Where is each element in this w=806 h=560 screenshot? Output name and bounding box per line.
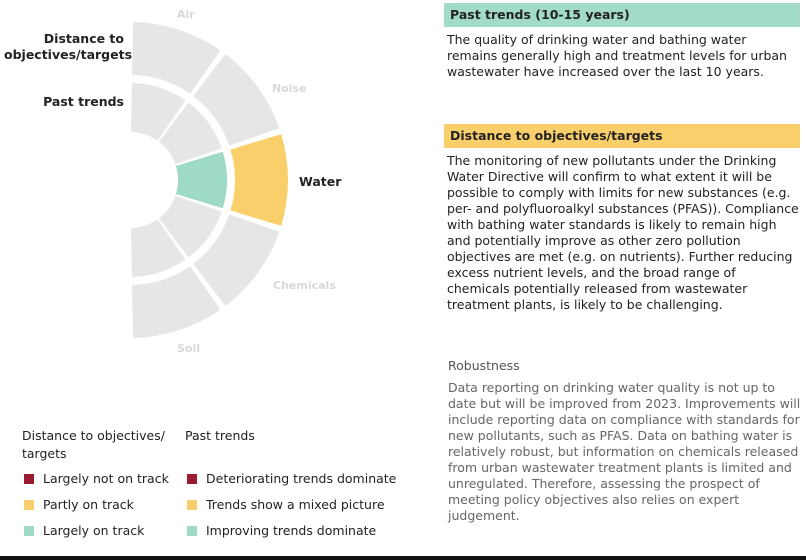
segment-chemicals-distance: [193, 214, 280, 307]
legend-item-partly-on-track: Partly on track: [24, 497, 134, 513]
robustness-title: Robustness: [448, 358, 520, 373]
sector-label-water: Water: [299, 174, 342, 189]
legend-swatch: [24, 526, 34, 536]
sector-label-soil: Soil: [177, 342, 201, 355]
segment-air-distance: [132, 22, 221, 94]
ring-label-distance: Distance to objectives/targets: [4, 31, 133, 62]
legend-swatch: [187, 474, 197, 484]
segment-air-past-trends: [130, 83, 186, 141]
legend-item-largely-on-track: Largely on track: [24, 523, 144, 539]
segment-water-past-trends: [175, 151, 227, 209]
robustness-text: Data reporting on drinking water quality…: [448, 380, 801, 523]
sector-label-air: Air: [177, 8, 195, 21]
distance-text: The monitoring of new pollutants under t…: [447, 153, 799, 312]
bottom-bar: [0, 556, 806, 560]
legend-item-improving: Improving trends dominate: [187, 523, 376, 539]
legend-swatch: [187, 526, 197, 536]
legend-swatch: [24, 474, 34, 484]
segment-noise-past-trends: [158, 102, 222, 165]
legend-title-distance: Distance to objectives/ targets: [22, 428, 165, 461]
legend-swatch: [24, 500, 34, 510]
ring-label-past-trends: Past trends: [43, 94, 124, 109]
segment-noise-distance: [193, 53, 280, 146]
sector-label-noise: Noise: [272, 82, 307, 95]
legend-title-past-trends: Past trends: [185, 428, 255, 443]
inner-ring-past-trends: [130, 83, 227, 277]
outer-ring-distance: [132, 22, 289, 338]
legend-item-mixed: Trends show a mixed picture: [187, 497, 385, 513]
segment-water-distance: [230, 134, 289, 226]
distance-heading: Distance to objectives/targets: [444, 124, 800, 148]
past-trends-text: The quality of drinking water and bathin…: [447, 32, 787, 79]
past-trends-heading: Past trends (10-15 years): [444, 3, 800, 27]
sector-label-chemicals: Chemicals: [273, 279, 336, 292]
legend-item-not-on-track: Largely not on track: [24, 471, 169, 487]
legend-item-deteriorating: Deteriorating trends dominate: [187, 471, 396, 487]
segment-chemicals-past-trends: [158, 195, 222, 258]
segment-soil-distance: [132, 266, 221, 338]
radial-chart: [130, 22, 289, 338]
segment-soil-past-trends: [130, 219, 186, 277]
legend-swatch: [187, 500, 197, 510]
